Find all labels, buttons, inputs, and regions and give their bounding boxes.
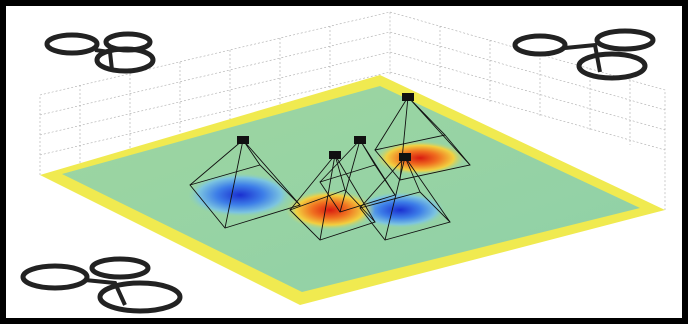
blue-region (355, 192, 445, 228)
drone-top-right (512, 28, 656, 81)
drone-markers (237, 93, 414, 161)
grid-walls (39, 11, 666, 210)
red-region (375, 141, 465, 175)
red-region (285, 190, 375, 230)
camera-pyramids (189, 96, 471, 241)
drone-top-left (44, 31, 156, 74)
blue-region (188, 173, 292, 217)
plane (62, 86, 640, 292)
drone-bottom-left (20, 256, 183, 314)
